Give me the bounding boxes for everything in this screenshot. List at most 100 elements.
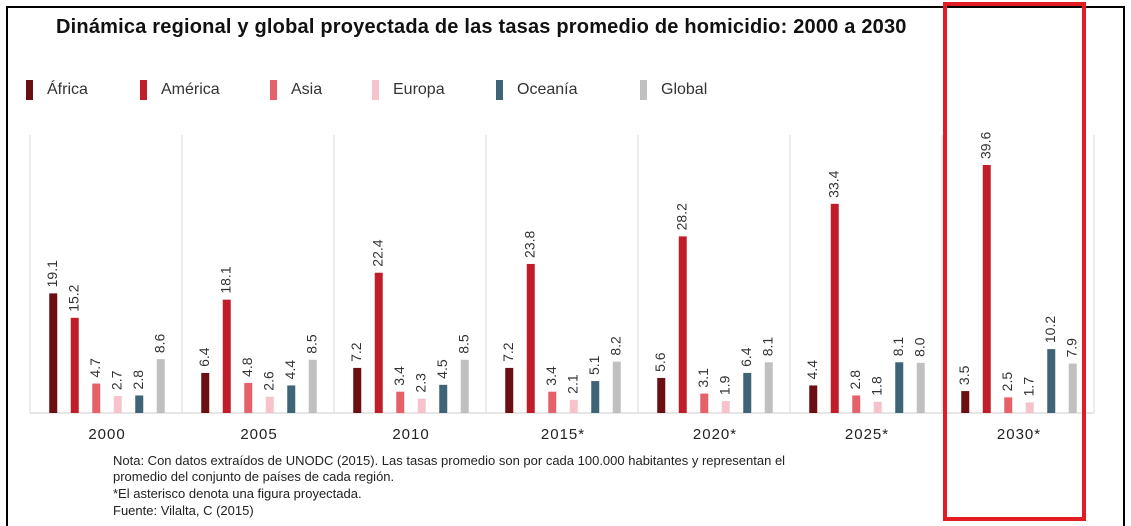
x-tick-label: 2020* — [693, 426, 737, 443]
bar — [222, 299, 231, 413]
legend-swatch — [270, 80, 277, 100]
data-label: 3.4 — [391, 366, 407, 386]
data-label: 2.3 — [412, 373, 428, 393]
data-label: 2.5 — [999, 372, 1015, 392]
data-label: 4.8 — [239, 357, 255, 377]
x-tick-label: 2000 — [88, 426, 125, 443]
data-label: 2.8 — [847, 370, 863, 390]
note-asterisk: *El asterisco denota una figura proyecta… — [113, 486, 362, 501]
data-label: 8.5 — [303, 334, 319, 354]
bar — [201, 372, 210, 413]
data-label: 5.6 — [652, 352, 668, 372]
bar — [92, 383, 101, 413]
bar — [1004, 397, 1013, 413]
bar — [70, 317, 79, 413]
data-label: 1.7 — [1020, 377, 1036, 397]
bar — [1068, 363, 1077, 413]
bar — [49, 293, 58, 413]
bar — [505, 367, 514, 413]
data-label: 6.4 — [196, 347, 212, 367]
bar — [353, 367, 362, 413]
legend-swatch — [26, 80, 33, 100]
data-label: 4.5 — [434, 359, 450, 379]
bar — [612, 361, 621, 413]
legend-swatch — [140, 80, 147, 100]
data-label: 3.4 — [543, 366, 559, 386]
note-line-2: promedio del conjunto de países de cada … — [113, 469, 395, 484]
legend-label: África — [47, 81, 88, 98]
bar — [852, 395, 861, 413]
data-label: 2.7 — [108, 370, 124, 390]
data-label: 19.1 — [44, 260, 60, 287]
legend-item: Oceanía — [496, 78, 577, 102]
bar — [113, 396, 122, 413]
data-label: 39.6 — [977, 132, 993, 159]
bar — [374, 272, 383, 413]
data-label: 6.4 — [738, 347, 754, 367]
bar — [700, 393, 709, 413]
data-label: 1.8 — [868, 376, 884, 396]
legend-label: Europa — [393, 81, 445, 98]
bar — [916, 362, 925, 413]
data-label: 15.2 — [65, 284, 81, 311]
bar — [743, 372, 752, 413]
legend-item: África — [26, 78, 88, 102]
data-label: 33.4 — [825, 170, 841, 197]
bar — [417, 398, 426, 413]
bar — [439, 384, 448, 413]
data-label: 8.5 — [455, 334, 471, 354]
x-tick-label: 2005 — [240, 426, 277, 443]
bar — [657, 377, 666, 413]
x-tick-label: 2025* — [845, 426, 889, 443]
bar — [135, 395, 144, 413]
bar — [308, 359, 317, 413]
bar — [156, 359, 165, 413]
x-tick-label: 2010 — [392, 426, 429, 443]
bar — [982, 165, 991, 413]
data-label: 8.1 — [759, 337, 775, 357]
bar — [265, 396, 274, 413]
data-label: 7.2 — [500, 342, 516, 362]
data-label: 2.8 — [130, 370, 146, 390]
bar — [548, 391, 557, 413]
bar — [721, 401, 730, 413]
data-label: 18.1 — [217, 266, 233, 293]
data-label: 4.7 — [87, 358, 103, 378]
x-tick-label: 2015* — [541, 426, 585, 443]
data-label: 5.1 — [586, 355, 602, 375]
legend-label: Global — [661, 81, 708, 98]
legend-label: Asia — [291, 81, 323, 98]
legend-item: América — [140, 78, 220, 102]
bar — [830, 203, 839, 413]
data-label: 28.2 — [673, 203, 689, 230]
bar — [526, 263, 535, 413]
data-label: 1.9 — [716, 375, 732, 395]
bar — [873, 401, 882, 413]
bar — [396, 391, 405, 413]
data-label: 8.6 — [151, 333, 167, 353]
note-line-1: Nota: Con datos extraídos de UNODC (2015… — [113, 453, 786, 468]
legend-item: Asia — [270, 78, 322, 102]
chart-title: Dinámica regional y global proyectada de… — [56, 16, 907, 38]
bar — [460, 359, 469, 413]
figure-frame — [6, 6, 1125, 526]
legend-item: Global — [640, 78, 707, 102]
legend-swatch — [640, 80, 647, 100]
data-label: 4.4 — [804, 360, 820, 380]
legend-label: América — [161, 81, 220, 98]
note-source: Fuente: Vilalta, C (2015) — [113, 503, 254, 518]
data-label: 4.4 — [282, 360, 298, 380]
legend-label: Oceanía — [517, 81, 578, 98]
data-label: 7.2 — [348, 342, 364, 362]
bar — [678, 236, 687, 413]
bar — [1047, 349, 1056, 413]
bar — [764, 362, 773, 413]
bar — [1025, 402, 1034, 413]
legend: África América Asia Europa Oceanía Global — [0, 78, 1131, 102]
data-label: 2.1 — [564, 374, 580, 394]
data-label: 8.0 — [911, 337, 927, 357]
legend-swatch — [372, 80, 379, 100]
legend-item: Europa — [372, 78, 445, 102]
data-label: 8.2 — [607, 336, 623, 356]
